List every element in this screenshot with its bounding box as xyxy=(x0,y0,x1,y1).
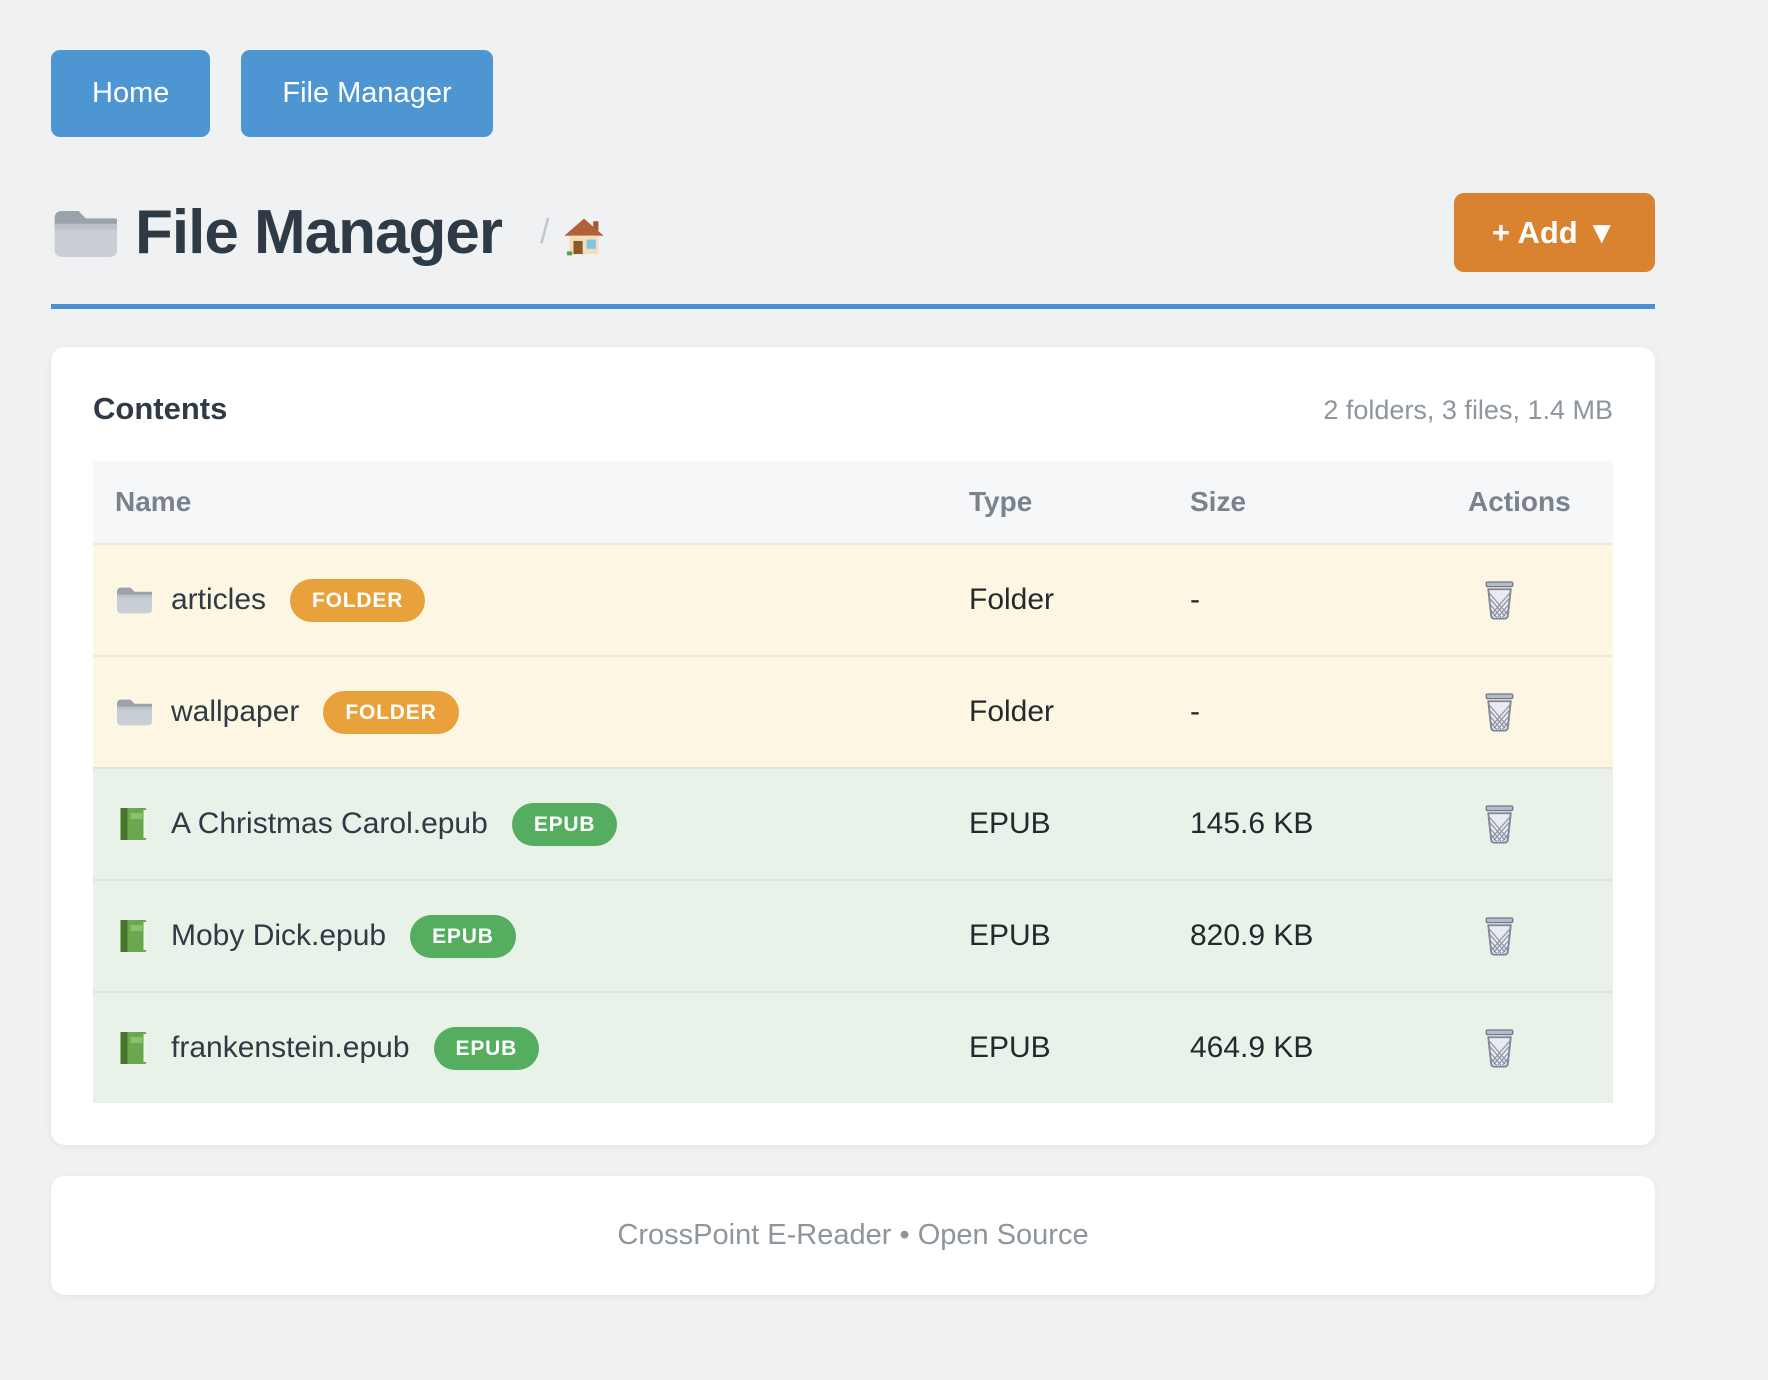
type-badge: EPUB xyxy=(511,802,618,846)
type-cell: EPUB xyxy=(969,919,1051,952)
trash-icon[interactable] xyxy=(1482,1028,1517,1069)
trash-icon[interactable] xyxy=(1482,804,1517,845)
file-table: Name Type Size Actions articles FOLDER Fol… xyxy=(93,461,1613,1103)
type-cell: Folder xyxy=(969,695,1055,728)
contents-card: Contents 2 folders, 3 files, 1.4 MB Name… xyxy=(51,347,1655,1145)
page: Home File Manager File Manager / xyxy=(51,0,1655,1295)
size-cell: - xyxy=(1190,695,1200,728)
table-body: articles FOLDER Folder - wallpaper FOLDER Fold… xyxy=(93,543,1613,1103)
type-badge: FOLDER xyxy=(323,690,459,734)
title-divider xyxy=(51,304,1655,309)
page-title: File Manager xyxy=(135,198,503,267)
file-name-cell: articles FOLDER xyxy=(93,578,969,622)
title-group: File Manager / xyxy=(51,197,605,268)
file-name: A Christmas Carol.epub xyxy=(171,807,488,840)
table-row: A Christmas Carol.epub EPUB EPUB 145.6 KB xyxy=(93,767,1613,879)
book-icon xyxy=(115,1031,152,1065)
top-nav: Home File Manager xyxy=(51,50,1655,137)
actions-cell xyxy=(1468,916,1613,957)
size-cell: 145.6 KB xyxy=(1190,807,1314,840)
file-manager-button[interactable]: File Manager xyxy=(241,50,493,137)
trash-icon[interactable] xyxy=(1482,580,1517,621)
contents-summary: 2 folders, 3 files, 1.4 MB xyxy=(1323,395,1613,425)
file-name-cell: Moby Dick.epub EPUB xyxy=(93,914,969,958)
type-badge: FOLDER xyxy=(290,578,426,622)
actions-cell xyxy=(1468,580,1613,621)
file-name-cell: wallpaper FOLDER xyxy=(93,690,969,734)
add-button[interactable]: + Add ▼ xyxy=(1453,193,1655,272)
book-icon xyxy=(115,807,152,841)
table-row: wallpaper FOLDER Folder - xyxy=(93,655,1613,767)
file-name: frankenstein.epub xyxy=(171,1031,410,1064)
actions-cell xyxy=(1468,804,1613,845)
footer-text: CrossPoint E-Reader • Open Source xyxy=(617,1219,1089,1251)
type-cell: EPUB xyxy=(969,807,1051,840)
folder-icon xyxy=(115,583,152,617)
column-header-size: Size xyxy=(1190,486,1247,517)
home-button[interactable]: Home xyxy=(51,50,211,137)
trash-icon[interactable] xyxy=(1482,916,1517,957)
actions-cell xyxy=(1468,1028,1613,1069)
file-name: Moby Dick.epub xyxy=(171,919,387,952)
book-icon xyxy=(115,919,152,953)
breadcrumb-separator: / xyxy=(540,213,550,251)
file-name-cell: A Christmas Carol.epub EPUB xyxy=(93,802,969,846)
type-badge: EPUB xyxy=(433,1026,540,1070)
table-row: articles FOLDER Folder - xyxy=(93,543,1613,655)
actions-cell xyxy=(1468,692,1613,733)
column-header-type: Type xyxy=(969,486,1033,517)
column-header-actions: Actions xyxy=(1468,486,1571,517)
table-header-row: Name Type Size Actions xyxy=(93,461,1613,543)
home-icon[interactable] xyxy=(563,217,605,257)
size-cell: 820.9 KB xyxy=(1190,919,1314,952)
page-header: File Manager / + Add ▼ xyxy=(51,193,1655,272)
contents-heading: Contents xyxy=(93,391,228,426)
folder-icon xyxy=(51,204,117,262)
type-cell: EPUB xyxy=(969,1031,1051,1064)
folder-icon xyxy=(115,695,152,729)
type-cell: Folder xyxy=(969,583,1055,616)
trash-icon[interactable] xyxy=(1482,692,1517,733)
column-header-name: Name xyxy=(115,486,192,517)
file-name: wallpaper xyxy=(171,695,300,728)
table-row: frankenstein.epub EPUB EPUB 464.9 KB xyxy=(93,991,1613,1103)
file-name-cell: frankenstein.epub EPUB xyxy=(93,1026,969,1070)
file-name: articles xyxy=(171,583,267,616)
size-cell: 464.9 KB xyxy=(1190,1031,1314,1064)
footer: CrossPoint E-Reader • Open Source xyxy=(51,1176,1655,1295)
table-row: Moby Dick.epub EPUB EPUB 820.9 KB xyxy=(93,879,1613,991)
contents-card-header: Contents 2 folders, 3 files, 1.4 MB xyxy=(93,391,1613,427)
type-badge: EPUB xyxy=(410,914,516,958)
size-cell: - xyxy=(1190,583,1200,616)
